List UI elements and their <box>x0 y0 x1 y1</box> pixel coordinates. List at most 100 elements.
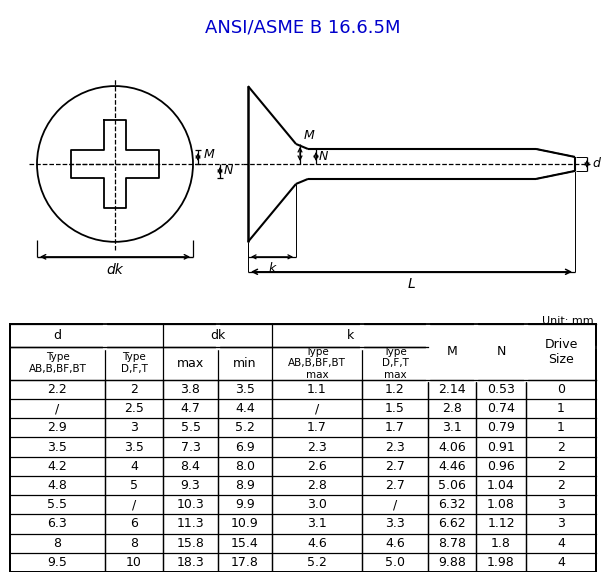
Text: 0.79: 0.79 <box>487 422 515 434</box>
Text: 8: 8 <box>130 537 138 550</box>
Text: ANSI/ASME B 16.6.5M: ANSI/ASME B 16.6.5M <box>205 18 401 36</box>
Text: 0.53: 0.53 <box>487 383 515 396</box>
Text: 4.6: 4.6 <box>307 537 327 550</box>
Text: 1.2: 1.2 <box>385 383 405 396</box>
Text: 4.6: 4.6 <box>385 537 405 550</box>
Text: 6.32: 6.32 <box>438 498 466 511</box>
Text: 3.3: 3.3 <box>385 518 405 530</box>
Text: /: / <box>393 498 397 511</box>
Text: 1.5: 1.5 <box>385 402 405 415</box>
Text: 8.4: 8.4 <box>181 460 201 473</box>
Text: d: d <box>592 157 600 170</box>
Text: 4: 4 <box>557 556 565 569</box>
Text: 8: 8 <box>53 537 61 550</box>
Text: 1.12: 1.12 <box>487 518 515 530</box>
Text: 1.8: 1.8 <box>491 537 511 550</box>
Text: M: M <box>447 345 458 358</box>
Text: Drive
Size: Drive Size <box>544 338 578 366</box>
Text: dk: dk <box>210 329 225 341</box>
Text: 15.8: 15.8 <box>176 537 204 550</box>
Text: 6.3: 6.3 <box>48 518 67 530</box>
Text: 2.8: 2.8 <box>442 402 462 415</box>
Text: 0.74: 0.74 <box>487 402 515 415</box>
Text: 9.88: 9.88 <box>438 556 466 569</box>
Text: N: N <box>319 150 328 163</box>
Text: /: / <box>132 498 136 511</box>
Text: 3.5: 3.5 <box>124 440 144 454</box>
Text: 3: 3 <box>130 422 138 434</box>
Text: 0.91: 0.91 <box>487 440 515 454</box>
Text: 3: 3 <box>557 498 565 511</box>
Text: 4.7: 4.7 <box>181 402 201 415</box>
Text: 3.8: 3.8 <box>181 383 201 396</box>
Text: 5.06: 5.06 <box>438 479 466 492</box>
Text: 2.14: 2.14 <box>438 383 466 396</box>
Text: 2.5: 2.5 <box>124 402 144 415</box>
Text: 2: 2 <box>130 383 138 396</box>
Text: 8.9: 8.9 <box>235 479 255 492</box>
Text: Type
AB,B,BF,BT
max: Type AB,B,BF,BT max <box>288 347 346 380</box>
Text: 2.2: 2.2 <box>48 383 67 396</box>
Text: 3: 3 <box>557 518 565 530</box>
Text: max: max <box>177 357 204 370</box>
Text: M: M <box>304 129 315 142</box>
Text: 1.1: 1.1 <box>307 383 327 396</box>
Text: 3.0: 3.0 <box>307 498 327 511</box>
Text: 5: 5 <box>130 479 138 492</box>
Text: N: N <box>224 164 233 177</box>
Text: 4.2: 4.2 <box>48 460 67 473</box>
Text: 9.5: 9.5 <box>47 556 67 569</box>
Text: 4: 4 <box>130 460 138 473</box>
Text: 5.5: 5.5 <box>47 498 67 511</box>
Text: M: M <box>204 149 215 161</box>
Text: 4.06: 4.06 <box>438 440 466 454</box>
Text: 17.8: 17.8 <box>231 556 259 569</box>
Text: k: k <box>268 262 276 275</box>
Text: 1.04: 1.04 <box>487 479 515 492</box>
Text: 5.0: 5.0 <box>385 556 405 569</box>
Text: 10: 10 <box>126 556 142 569</box>
Text: 2: 2 <box>557 460 565 473</box>
Text: 2.7: 2.7 <box>385 460 405 473</box>
Text: 2.6: 2.6 <box>307 460 327 473</box>
Text: Type
AB,B,BF,BT: Type AB,B,BF,BT <box>28 352 87 374</box>
Text: 10.9: 10.9 <box>231 518 259 530</box>
Text: 4.46: 4.46 <box>438 460 466 473</box>
Text: 18.3: 18.3 <box>176 556 204 569</box>
Text: 6.62: 6.62 <box>438 518 466 530</box>
Text: Unit: mm: Unit: mm <box>542 316 594 325</box>
Text: 1: 1 <box>557 422 565 434</box>
Text: 8.78: 8.78 <box>438 537 466 550</box>
Text: L: L <box>408 277 415 291</box>
Text: 2.3: 2.3 <box>385 440 405 454</box>
Text: 0.96: 0.96 <box>487 460 515 473</box>
Text: 3.5: 3.5 <box>47 440 67 454</box>
Text: 3.1: 3.1 <box>442 422 462 434</box>
Text: 11.3: 11.3 <box>177 518 204 530</box>
Text: 2.9: 2.9 <box>48 422 67 434</box>
Text: 10.3: 10.3 <box>176 498 204 511</box>
Text: 7.3: 7.3 <box>181 440 201 454</box>
Text: 6.9: 6.9 <box>235 440 255 454</box>
Text: 8.0: 8.0 <box>235 460 255 473</box>
Text: 2: 2 <box>557 440 565 454</box>
Text: dk: dk <box>107 263 124 277</box>
Text: 9.9: 9.9 <box>235 498 255 511</box>
Text: N: N <box>496 345 505 358</box>
Text: 9.3: 9.3 <box>181 479 201 492</box>
Text: 1.7: 1.7 <box>385 422 405 434</box>
Text: 4.8: 4.8 <box>47 479 67 492</box>
Text: 2: 2 <box>557 479 565 492</box>
Text: 1.7: 1.7 <box>307 422 327 434</box>
Text: 4: 4 <box>557 537 565 550</box>
Text: 5.2: 5.2 <box>307 556 327 569</box>
Text: 1.98: 1.98 <box>487 556 515 569</box>
Text: min: min <box>233 357 257 370</box>
Text: 0: 0 <box>557 383 565 396</box>
Text: /: / <box>315 402 319 415</box>
Text: 5.5: 5.5 <box>181 422 201 434</box>
Text: 3.1: 3.1 <box>307 518 327 530</box>
Text: 5.2: 5.2 <box>235 422 255 434</box>
Text: Type
D,F,T: Type D,F,T <box>121 352 147 374</box>
Text: 1: 1 <box>557 402 565 415</box>
